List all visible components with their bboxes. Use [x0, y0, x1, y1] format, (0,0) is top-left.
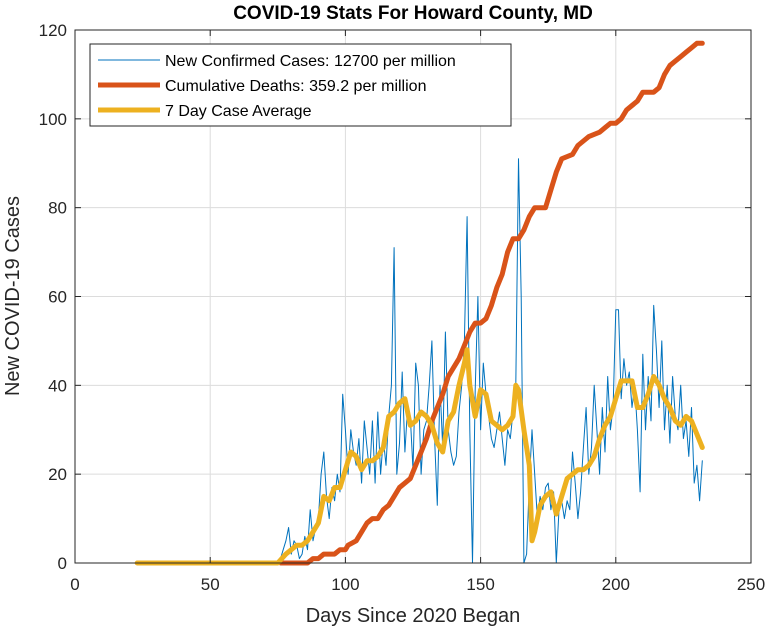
y-tick-label: 100	[39, 110, 67, 129]
legend-label-cumulative-deaths: Cumulative Deaths: 359.2 per million	[165, 78, 426, 95]
legend: New Confirmed Cases: 12700 per million C…	[89, 43, 512, 127]
y-tick-label: 40	[48, 376, 67, 395]
x-tick-label: 50	[201, 575, 220, 594]
x-tick-label: 200	[602, 575, 630, 594]
y-tick-label: 60	[48, 288, 67, 307]
legend-label-7-day-average: 7 Day Case Average	[165, 103, 312, 120]
x-axis-label: Days Since 2020 Began	[306, 605, 521, 627]
y-axis-label: New COVID-19 Cases	[2, 196, 24, 396]
y-tick-label: 120	[39, 21, 67, 40]
series-cumulative-deaths	[278, 40, 705, 566]
legend-label-new-cases: New Confirmed Cases: 12700 per million	[165, 53, 456, 70]
x-tick-label: 150	[466, 575, 494, 594]
series-new-confirmed-cases	[136, 158, 703, 564]
series-layer	[134, 40, 705, 566]
y-tick-label: 80	[48, 199, 67, 218]
legend-box	[89, 43, 512, 127]
ticks: 0 50 100 150 200 250 0 20 40 60 80 100 120	[39, 21, 766, 594]
x-tick-label: 100	[331, 575, 359, 594]
y-tick-label: 20	[48, 465, 67, 484]
x-tick-label: 0	[70, 575, 79, 594]
y-tick-label: 0	[58, 554, 67, 573]
x-tick-label: 250	[737, 575, 765, 594]
chart-title: COVID-19 Stats For Howard County, MD	[233, 3, 593, 24]
series-7-day-average	[134, 347, 705, 566]
